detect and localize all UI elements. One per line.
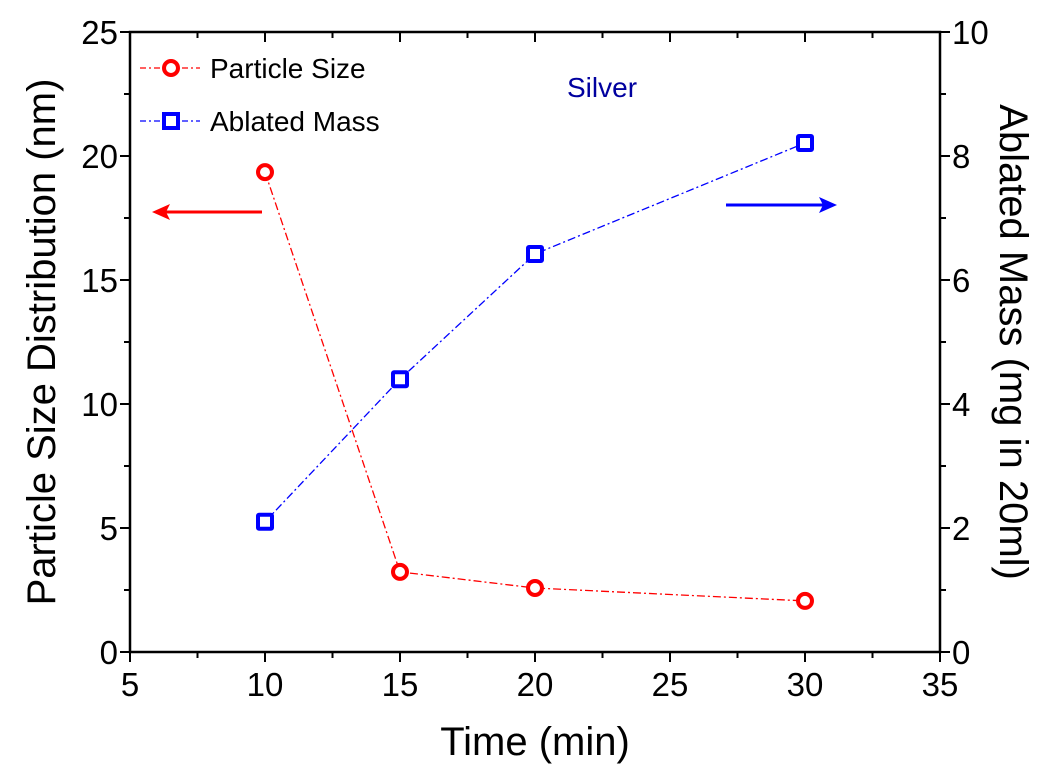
data-point-particle-size xyxy=(796,591,814,610)
y2-tick-label: 2 xyxy=(952,510,970,547)
data-point-particle-size xyxy=(391,562,409,581)
y2-tick-label: 10 xyxy=(952,14,989,51)
y-tick-label: 0 xyxy=(100,634,118,671)
x-tick-label: 20 xyxy=(517,666,554,703)
arrow-right-icon xyxy=(819,197,837,213)
x-tick-label: 15 xyxy=(382,666,419,703)
x-tick-label: 5 xyxy=(121,666,139,703)
y-tick-label: 15 xyxy=(81,262,118,299)
x-tick-label: 30 xyxy=(787,666,824,703)
data-point-particle-size xyxy=(526,579,544,598)
arrow-left-icon xyxy=(152,204,170,220)
legend-label: Particle Size xyxy=(210,53,366,84)
y-tick-label: 25 xyxy=(81,14,118,51)
legend-square-marker xyxy=(162,112,180,130)
y-tick-label: 10 xyxy=(81,386,118,423)
x-axis-title: Time (min) xyxy=(440,720,630,764)
series-line-particle-size xyxy=(264,171,806,602)
y2-tick-label: 8 xyxy=(952,138,970,175)
data-point-ablated-mass xyxy=(526,244,544,263)
y2-axis-title: Ablated Mass (mg in 20ml) xyxy=(991,104,1035,580)
legend-label: Ablated Mass xyxy=(210,106,380,137)
y2-tick-label: 6 xyxy=(952,262,970,299)
y-tick-label: 5 xyxy=(100,510,118,547)
y2-tick-label: 4 xyxy=(952,386,970,423)
x-tick-label: 10 xyxy=(247,666,284,703)
y-tick-label: 20 xyxy=(81,138,118,175)
data-point-particle-size xyxy=(256,163,274,182)
silver-annotation: Silver xyxy=(567,72,637,103)
data-point-ablated-mass xyxy=(256,512,274,531)
legend-circle-marker xyxy=(162,59,180,77)
legend: Particle Size Ablated Mass xyxy=(140,53,380,137)
series-line-ablated-mass xyxy=(264,142,806,523)
y-axis-title: Particle Size Distribution (nm) xyxy=(20,79,64,606)
x-tick-label: 35 xyxy=(922,666,959,703)
data-point-ablated-mass xyxy=(796,133,814,152)
y2-tick-label: 0 xyxy=(952,634,970,671)
data-point-ablated-mass xyxy=(391,370,409,389)
x-tick-label: 25 xyxy=(652,666,689,703)
